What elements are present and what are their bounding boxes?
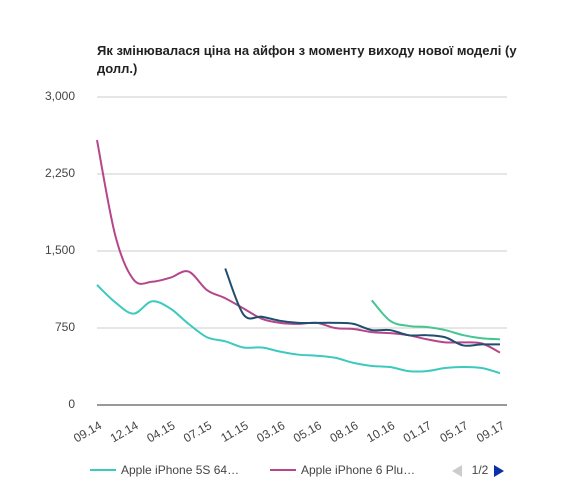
y-tick-label: 2,250 xyxy=(45,166,75,180)
x-tick-label: 05.17 xyxy=(437,418,470,445)
x-tick-label: 09.14 xyxy=(71,418,104,445)
y-tick-label: 750 xyxy=(55,320,75,334)
series-line xyxy=(371,299,501,341)
chart-title: Як змінювалася ціна на айфон з моменту в… xyxy=(97,43,517,76)
x-tick-label: 03.16 xyxy=(254,418,287,445)
legend-label: Apple iPhone 6 Plu… xyxy=(301,463,415,477)
x-tick-label: 05.16 xyxy=(291,418,324,445)
x-tick-label: 08.16 xyxy=(328,418,361,445)
x-tick-label: 04.15 xyxy=(144,418,177,445)
legend-page: 1/2 xyxy=(472,463,489,477)
x-tick-label: 12.14 xyxy=(108,418,141,445)
y-tick-label: 1,500 xyxy=(45,243,75,257)
y-tick-label: 0 xyxy=(68,397,75,411)
x-tick-label: 07.15 xyxy=(181,418,214,445)
legend-next[interactable] xyxy=(494,465,504,477)
x-tick-label: 09.17 xyxy=(474,418,507,445)
x-tick-label: 11.15 xyxy=(218,418,251,445)
x-tick-label: 01.17 xyxy=(401,418,434,445)
legend-prev[interactable] xyxy=(452,465,462,477)
x-tick-label: 10.16 xyxy=(364,418,397,445)
series-line xyxy=(224,268,501,347)
series-line xyxy=(96,284,501,375)
legend-label: Apple iPhone 5S 64… xyxy=(121,463,239,477)
y-tick-label: 3,000 xyxy=(45,89,75,103)
series-line xyxy=(96,139,501,354)
